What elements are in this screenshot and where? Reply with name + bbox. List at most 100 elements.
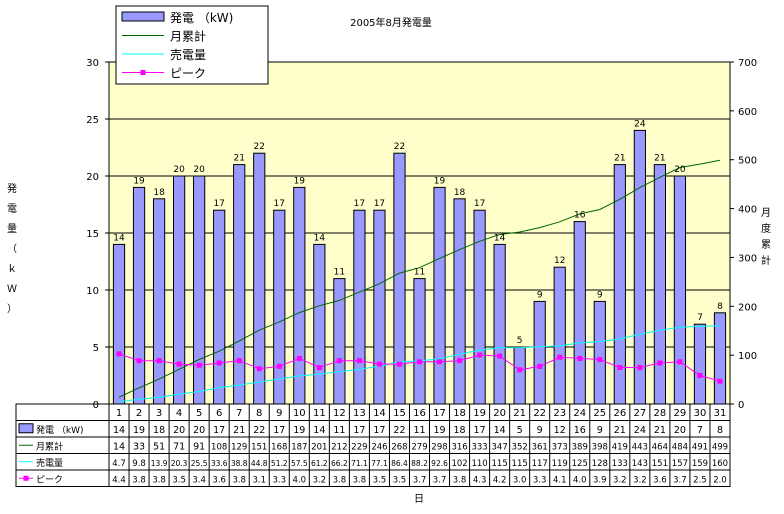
x-tick-label: 24 — [573, 408, 586, 419]
table-cell: 9 — [597, 425, 603, 436]
table-cell: 159 — [692, 459, 708, 469]
table-cell: 143 — [632, 459, 648, 469]
peak-marker — [396, 361, 402, 367]
table-cell: 117 — [532, 459, 548, 469]
table-cell: 3.5 — [393, 475, 407, 485]
table-cell: 51.2 — [271, 459, 288, 468]
peak-marker — [557, 354, 563, 360]
table-cell: 119 — [552, 459, 568, 469]
axis-label-char: Ｗ — [7, 284, 17, 295]
peak-marker — [697, 373, 703, 378]
legend-key-marker — [23, 475, 29, 481]
y-tick-label-right: 600 — [738, 107, 757, 118]
table-cell: 4.0 — [293, 475, 307, 485]
table-cell: 4.2 — [493, 475, 507, 485]
y-tick-label-left: 25 — [86, 115, 99, 126]
table-cell: 3.5 — [373, 475, 387, 485]
table-cell: 125 — [572, 459, 588, 469]
bar — [433, 186, 446, 405]
table-row-label: 発電 （kW) — [36, 424, 83, 436]
peak-marker — [457, 358, 463, 364]
table-cell: 279 — [411, 442, 427, 452]
bar — [373, 209, 386, 405]
table-cell: 157 — [672, 459, 688, 469]
bar-value-label: 16 — [574, 211, 586, 221]
table-cell: 3.1 — [252, 475, 266, 485]
bar — [112, 243, 126, 405]
table-cell: 77.1 — [371, 459, 388, 468]
x-tick-label: 29 — [674, 408, 687, 419]
y-tick-label-right: 500 — [738, 156, 757, 167]
bar-value-label: 24 — [634, 119, 646, 129]
table-cell: 129 — [231, 442, 247, 452]
bar — [193, 175, 206, 405]
table-cell: 3.6 — [212, 475, 226, 485]
bar — [513, 346, 526, 405]
bar — [533, 300, 546, 405]
peak-marker — [497, 353, 503, 359]
bar-value-label: 17 — [354, 199, 365, 209]
peak-marker — [136, 358, 142, 364]
table-cell: 3.2 — [633, 475, 647, 485]
table-cell: 88.2 — [411, 459, 428, 468]
axis-label-char: 発 — [7, 182, 17, 195]
line-series — [116, 159, 723, 403]
x-tick-label: 12 — [333, 408, 346, 419]
table-row-label: 売電量 — [36, 457, 63, 469]
bar — [413, 278, 426, 405]
bar-value-label: 21 — [233, 154, 244, 164]
bar-value-label: 17 — [213, 199, 224, 209]
peak-marker — [376, 361, 382, 367]
table-cell: 484 — [672, 442, 688, 452]
table-cell: 25.5 — [191, 459, 208, 468]
bar-value-label: 9 — [537, 290, 543, 300]
bar-value-label: 20 — [193, 165, 205, 175]
axis-label-char: 計 — [761, 254, 771, 267]
x-tick-label: 13 — [353, 408, 366, 419]
table-cell: 4.3 — [473, 475, 487, 485]
x-tick-label: 15 — [393, 408, 406, 419]
table-cell: 4.7 — [112, 459, 126, 469]
table-cell: 17 — [273, 425, 285, 436]
table-cell: 8 — [717, 425, 723, 436]
bar — [333, 278, 346, 405]
table-cell: 3.2 — [313, 475, 327, 485]
bar — [313, 243, 326, 405]
table-cell: 22 — [393, 425, 405, 436]
y-tick-label-right: 400 — [738, 205, 757, 216]
table-cell: 3.5 — [172, 475, 186, 485]
table-cell: 3.8 — [333, 475, 347, 485]
bar-value-label: 14 — [113, 233, 125, 243]
x-tick-label: 22 — [533, 408, 546, 419]
bar-value-label: 14 — [314, 233, 326, 243]
x-tick-label: 3 — [156, 408, 162, 419]
table-cell: 187 — [291, 442, 307, 452]
bar — [453, 198, 466, 405]
x-tick-label: 14 — [373, 408, 386, 419]
table-cell: 61.2 — [311, 459, 328, 468]
table-cell: 38.8 — [231, 459, 248, 468]
table-cell: 151 — [652, 459, 668, 469]
x-tick-label: 16 — [413, 408, 426, 419]
table-cell: 419 — [612, 442, 628, 452]
axis-label-char: 量 — [7, 223, 17, 235]
table-cell: 14 — [113, 425, 125, 436]
x-tick-label: 31 — [714, 408, 727, 419]
table-cell: 316 — [451, 442, 467, 452]
table-cell: 115 — [492, 459, 508, 469]
x-tick-label: 6 — [216, 408, 222, 419]
bar — [553, 266, 566, 405]
table-cell: 12 — [554, 425, 566, 436]
x-tick-label: 9 — [276, 408, 282, 419]
peak-marker — [537, 363, 543, 369]
table-cell: 3.8 — [232, 475, 246, 485]
bar — [132, 186, 146, 405]
table-cell: 3.4 — [192, 475, 206, 485]
table-cell: 18 — [454, 425, 466, 436]
peak-marker — [296, 355, 302, 361]
table-cell: 17 — [213, 425, 225, 436]
table-cell: 491 — [692, 442, 708, 452]
y-tick-label-right: 700 — [738, 58, 757, 69]
table-cell: 4.1 — [553, 475, 567, 485]
table-cell: 16 — [574, 425, 586, 436]
